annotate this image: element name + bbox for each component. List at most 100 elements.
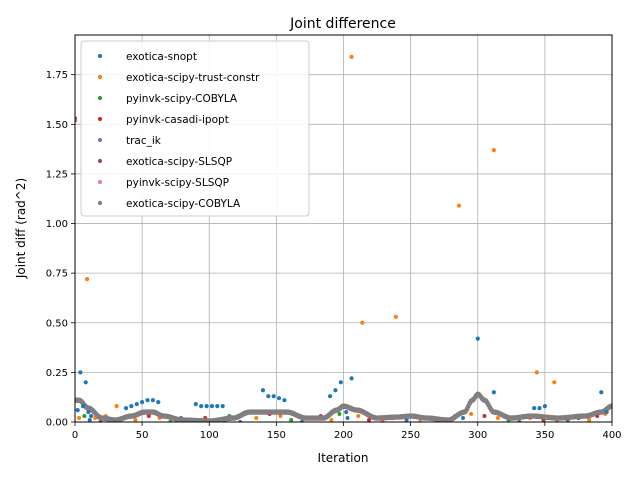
- series-point-0: [156, 400, 161, 405]
- series-point-0: [338, 380, 343, 385]
- x-tick-label: 0: [72, 430, 78, 441]
- legend-marker: [97, 137, 103, 143]
- y-tick-label: 1.00: [46, 219, 68, 230]
- legend-entry: exotica-scipy-trust-constr: [126, 72, 260, 84]
- series-point-0: [78, 370, 83, 375]
- legend-marker: [97, 158, 103, 164]
- chart-title: Joint difference: [289, 16, 396, 32]
- series-point-1: [349, 54, 354, 59]
- noise-point: [278, 414, 283, 419]
- series-point-0: [475, 336, 480, 341]
- series-point-1: [360, 320, 365, 325]
- x-axis-ticks: 0 50 100 150 200 250 300 350 400: [72, 422, 622, 441]
- y-axis-ticks: 0.00 0.25 0.50 0.75 1.00 1.25 1.50 1.75: [46, 70, 75, 429]
- x-tick-label: 100: [200, 430, 219, 441]
- series-point-0: [349, 376, 354, 381]
- noise-point: [482, 414, 487, 419]
- legend-marker: [97, 200, 103, 206]
- legend-entry: pyinvk-casadi-ipopt: [126, 114, 229, 126]
- series-point-4: [75, 118, 78, 123]
- series-point-0: [75, 407, 80, 413]
- series-point-0: [140, 400, 145, 405]
- series-point-0: [129, 404, 134, 409]
- noise-point: [87, 418, 92, 422]
- noise-point: [469, 412, 474, 417]
- noise-point: [289, 418, 294, 422]
- series-point-0: [532, 406, 537, 411]
- series-point-0: [123, 406, 129, 411]
- series-point-0: [83, 380, 88, 385]
- series-point-0: [260, 388, 266, 393]
- legend-marker: [97, 116, 103, 122]
- series-point-0: [491, 390, 496, 395]
- legend-entry: exotica-snopt: [126, 51, 197, 63]
- series-point-0: [199, 404, 204, 409]
- noise-point: [329, 418, 334, 422]
- legend-entry: pyinvk-scipy-COBYLA: [126, 93, 238, 105]
- x-tick-label: 400: [602, 430, 621, 441]
- series-point-1: [552, 380, 557, 385]
- y-tick-label: 0.00: [46, 418, 68, 429]
- series-point-1: [491, 148, 496, 153]
- x-tick-label: 250: [401, 430, 420, 441]
- series-point-0: [89, 413, 94, 419]
- noise-point: [587, 418, 592, 422]
- legend: exotica-snopt exotica-scipy-trust-constr p…: [80, 40, 310, 217]
- legend-entry: pyinvk-scipy-SLSQP: [126, 177, 229, 189]
- noise-point: [495, 416, 500, 421]
- x-tick-label: 150: [267, 430, 286, 441]
- series-point-0: [86, 409, 91, 415]
- noise-point: [345, 416, 350, 421]
- series-point-0: [150, 398, 155, 403]
- series-point-0: [215, 404, 220, 409]
- series-point-0: [537, 406, 542, 411]
- series-point-0: [209, 404, 215, 409]
- series-point-0: [344, 409, 349, 415]
- y-axis-label: Joint diff (rad^2): [14, 178, 28, 279]
- series-point-1: [534, 370, 539, 375]
- series-point-0: [333, 388, 338, 393]
- y-tick-label: 0.25: [46, 368, 68, 379]
- curve-point: [609, 403, 612, 408]
- x-tick-label: 50: [136, 430, 149, 441]
- noise-point: [146, 414, 151, 419]
- series-point-1: [84, 277, 90, 282]
- x-axis-label: Iteration: [318, 451, 369, 465]
- x-tick-label: 200: [334, 430, 353, 441]
- legend-marker: [97, 179, 103, 185]
- legend-entry: trac_ik: [126, 135, 162, 147]
- series-point-0: [282, 398, 287, 403]
- y-tick-label: 1.25: [46, 169, 68, 180]
- y-tick-label: 0.75: [46, 269, 68, 280]
- noise-point: [460, 416, 465, 421]
- series-point-1: [114, 404, 119, 409]
- series-point-0: [599, 390, 604, 395]
- noise-point: [133, 418, 138, 422]
- legend-marker: [97, 74, 103, 80]
- series-point-0: [145, 398, 150, 403]
- noise-point: [337, 412, 342, 417]
- series-point-0: [80, 404, 86, 409]
- legend-marker: [97, 53, 103, 59]
- noise-point: [82, 414, 87, 419]
- series-point-0: [271, 394, 276, 399]
- series-point-1: [456, 203, 462, 208]
- noise-point: [367, 418, 372, 422]
- x-tick-label: 350: [535, 430, 554, 441]
- y-tick-label: 1.75: [46, 70, 68, 81]
- series-point-0: [604, 409, 609, 415]
- series-point-0: [204, 404, 209, 409]
- gridlines: [74, 35, 613, 423]
- y-tick-label: 1.50: [46, 120, 68, 131]
- y-tick-label: 0.50: [46, 318, 68, 329]
- series-point-0: [193, 402, 198, 407]
- legend-box: [80, 40, 310, 217]
- series-point-0: [134, 402, 139, 407]
- points-layer: [75, 54, 612, 422]
- noise-point: [254, 416, 259, 421]
- noise-point: [77, 416, 82, 421]
- legend-marker: [97, 95, 103, 101]
- x-tick-label: 300: [468, 430, 487, 441]
- series-point-0: [276, 396, 282, 401]
